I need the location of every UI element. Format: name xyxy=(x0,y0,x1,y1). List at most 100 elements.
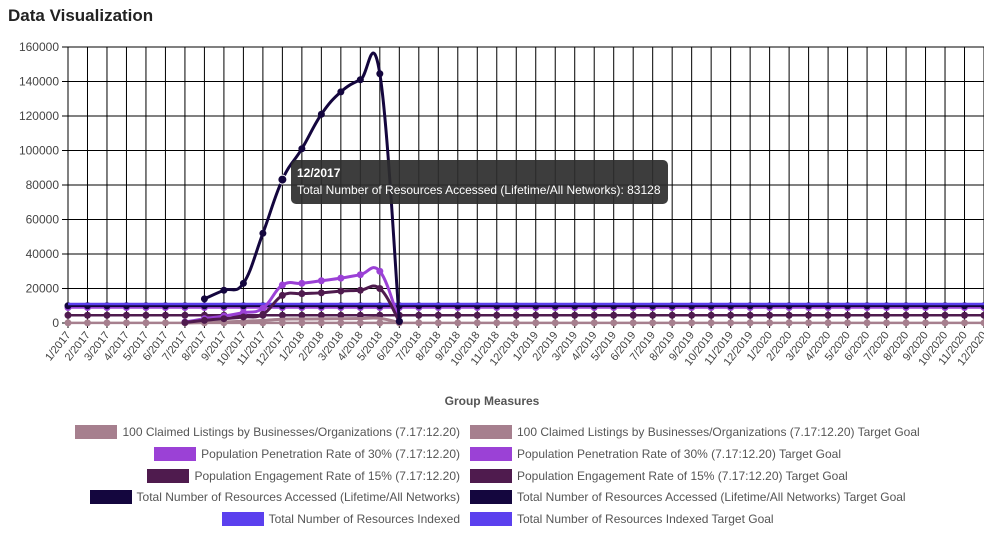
data-point[interactable] xyxy=(434,319,442,327)
legend-item[interactable]: Population Penetration Rate of 30% (7.17… xyxy=(154,446,460,462)
data-point[interactable] xyxy=(532,319,540,327)
data-point[interactable] xyxy=(317,311,325,319)
data-point[interactable] xyxy=(980,319,984,327)
legend-item[interactable]: Total Number of Resources Accessed (Life… xyxy=(470,489,906,505)
data-point[interactable] xyxy=(278,311,286,319)
data-point[interactable] xyxy=(278,291,286,299)
data-point[interactable] xyxy=(376,319,384,327)
data-point[interactable] xyxy=(922,319,930,327)
data-point[interactable] xyxy=(239,279,247,287)
data-point[interactable] xyxy=(376,267,384,275)
data-point[interactable] xyxy=(298,311,306,319)
legend-item[interactable]: Total Number of Resources Indexed Target… xyxy=(470,511,774,527)
data-point[interactable] xyxy=(239,313,247,321)
data-point[interactable] xyxy=(512,319,520,327)
legend-item[interactable]: Population Penetration Rate of 30% (7.17… xyxy=(470,446,841,462)
data-point[interactable] xyxy=(785,319,793,327)
data-point[interactable] xyxy=(220,315,228,323)
data-point[interactable] xyxy=(512,311,520,319)
data-point[interactable] xyxy=(649,319,657,327)
data-point[interactable] xyxy=(649,311,657,319)
data-point[interactable] xyxy=(941,319,949,327)
data-point[interactable] xyxy=(883,319,891,327)
data-point[interactable] xyxy=(278,281,286,289)
data-point[interactable] xyxy=(317,110,325,118)
data-point[interactable] xyxy=(181,318,189,326)
data-point[interactable] xyxy=(707,311,715,319)
data-point[interactable] xyxy=(493,319,501,327)
data-point[interactable] xyxy=(551,311,559,319)
data-point[interactable] xyxy=(356,76,364,84)
data-point[interactable] xyxy=(220,286,228,294)
data-point[interactable] xyxy=(863,311,871,319)
data-point[interactable] xyxy=(980,311,984,319)
data-point[interactable] xyxy=(415,311,423,319)
data-point[interactable] xyxy=(532,311,540,319)
data-point[interactable] xyxy=(941,311,949,319)
data-point[interactable] xyxy=(200,295,208,303)
data-point[interactable] xyxy=(259,229,267,237)
data-point[interactable] xyxy=(298,319,306,327)
data-point[interactable] xyxy=(161,311,169,319)
data-point[interactable] xyxy=(103,319,111,327)
data-point[interactable] xyxy=(64,319,72,327)
data-point[interactable] xyxy=(356,286,364,294)
data-point[interactable] xyxy=(317,319,325,327)
data-point[interactable] xyxy=(337,319,345,327)
data-point[interactable] xyxy=(298,279,306,287)
data-point[interactable] xyxy=(688,311,696,319)
data-point[interactable] xyxy=(922,311,930,319)
data-point[interactable] xyxy=(746,311,754,319)
data-point[interactable] xyxy=(454,311,462,319)
data-point[interactable] xyxy=(337,274,345,282)
data-point[interactable] xyxy=(766,311,774,319)
data-point[interactable] xyxy=(844,311,852,319)
data-point[interactable] xyxy=(376,285,384,292)
data-point[interactable] xyxy=(824,319,832,327)
data-point[interactable] xyxy=(161,319,169,327)
data-point[interactable] xyxy=(668,319,676,327)
data-point[interactable] xyxy=(610,319,618,327)
data-point[interactable] xyxy=(337,88,345,96)
data-point[interactable] xyxy=(785,311,793,319)
legend-item[interactable]: Population Engagement Rate of 15% (7.17:… xyxy=(470,468,848,484)
data-point[interactable] xyxy=(434,311,442,319)
data-point[interactable] xyxy=(200,316,208,324)
data-point[interactable] xyxy=(707,319,715,327)
data-point[interactable] xyxy=(571,319,579,327)
data-point[interactable] xyxy=(142,319,150,327)
data-point[interactable] xyxy=(415,319,423,327)
data-point[interactable] xyxy=(356,271,364,279)
data-point[interactable] xyxy=(727,311,735,319)
data-point[interactable] xyxy=(298,145,306,153)
data-point[interactable] xyxy=(278,319,286,327)
data-point[interactable] xyxy=(83,319,91,327)
legend-item[interactable]: Population Engagement Rate of 15% (7.17:… xyxy=(147,468,460,484)
data-point[interactable] xyxy=(863,319,871,327)
legend-item[interactable]: 100 Claimed Listings by Businesses/Organ… xyxy=(470,424,920,440)
data-point[interactable] xyxy=(493,311,501,319)
data-point[interactable] xyxy=(376,70,384,78)
data-point[interactable] xyxy=(473,319,481,327)
data-point[interactable] xyxy=(356,319,364,327)
data-point[interactable] xyxy=(961,311,969,319)
data-point[interactable] xyxy=(805,311,813,319)
data-point[interactable] xyxy=(766,319,774,327)
data-point[interactable] xyxy=(103,311,111,319)
data-point[interactable] xyxy=(590,311,598,319)
data-point[interactable] xyxy=(727,319,735,327)
data-point[interactable] xyxy=(844,319,852,327)
data-point[interactable] xyxy=(298,290,306,298)
data-point[interactable] xyxy=(142,311,150,319)
data-point[interactable] xyxy=(746,319,754,327)
data-point[interactable] xyxy=(259,310,267,318)
data-point[interactable] xyxy=(590,319,598,327)
data-point[interactable] xyxy=(610,311,618,319)
highlighted-point[interactable] xyxy=(277,174,288,185)
data-point[interactable] xyxy=(668,311,676,319)
data-point[interactable] xyxy=(395,317,403,325)
data-point[interactable] xyxy=(317,289,325,297)
data-point[interactable] xyxy=(902,311,910,319)
data-point[interactable] xyxy=(629,319,637,327)
data-point[interactable] xyxy=(902,319,910,327)
